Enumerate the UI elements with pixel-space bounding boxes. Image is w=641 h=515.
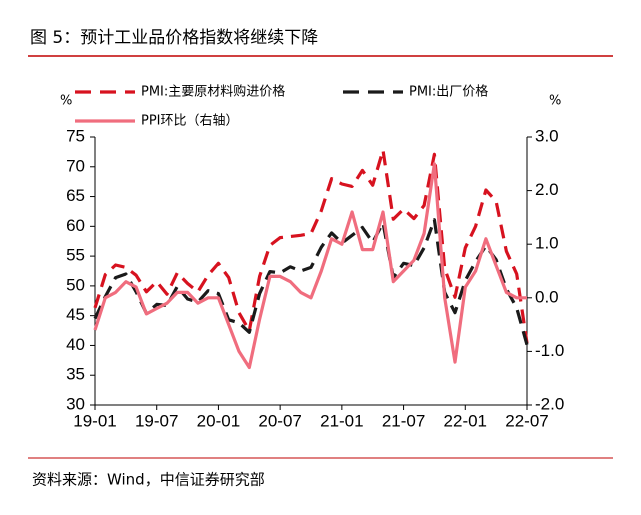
x-tick-label: 21-07 — [382, 411, 425, 430]
x-tick-label: 20-07 — [258, 411, 301, 430]
y2-tick-label: 3.0 — [535, 126, 559, 145]
legend-label: PPI环比（右轴） — [141, 114, 239, 129]
y-tick-label: 40 — [66, 335, 85, 354]
legend-label: PMI:主要原材料购进价格 — [141, 84, 285, 100]
x-tick-label: 22-07 — [505, 411, 548, 430]
chart-title: 图 5：预计工业品价格指数将继续下降 — [30, 28, 318, 48]
x-tick-label: 19-07 — [135, 411, 178, 430]
y2-tick-label: 0.0 — [535, 287, 559, 306]
x-tick-label: 20-01 — [197, 411, 240, 430]
x-tick-label: 22-01 — [444, 411, 487, 430]
y-tick-label: 35 — [66, 365, 85, 384]
y-unit: % — [60, 94, 72, 109]
y-tick-label: 65 — [66, 186, 85, 205]
series-line — [93, 218, 529, 346]
legend-label: PMI:出厂价格 — [409, 84, 488, 100]
y2-tick-label: -1.0 — [535, 341, 564, 360]
source: 资料来源：Wind，中信证券研究部 — [32, 471, 265, 489]
y-tick-label: 30 — [66, 394, 85, 413]
series-line — [93, 162, 527, 370]
y2-unit: % — [549, 94, 561, 109]
y-tick-label: 60 — [66, 216, 85, 235]
y-tick-label: 75 — [66, 126, 85, 145]
y2-tick-label: -2.0 — [535, 394, 564, 413]
y-tick-label: 70 — [66, 156, 85, 175]
x-tick-label: 19-01 — [73, 411, 116, 430]
y-tick-label: 45 — [66, 305, 85, 324]
y-tick-label: 50 — [66, 275, 85, 294]
series-line — [93, 148, 529, 344]
y2-tick-label: 2.0 — [535, 180, 559, 199]
y-tick-label: 55 — [66, 246, 85, 265]
x-tick-label: 21-01 — [320, 411, 363, 430]
y2-tick-label: 1.0 — [535, 234, 559, 253]
